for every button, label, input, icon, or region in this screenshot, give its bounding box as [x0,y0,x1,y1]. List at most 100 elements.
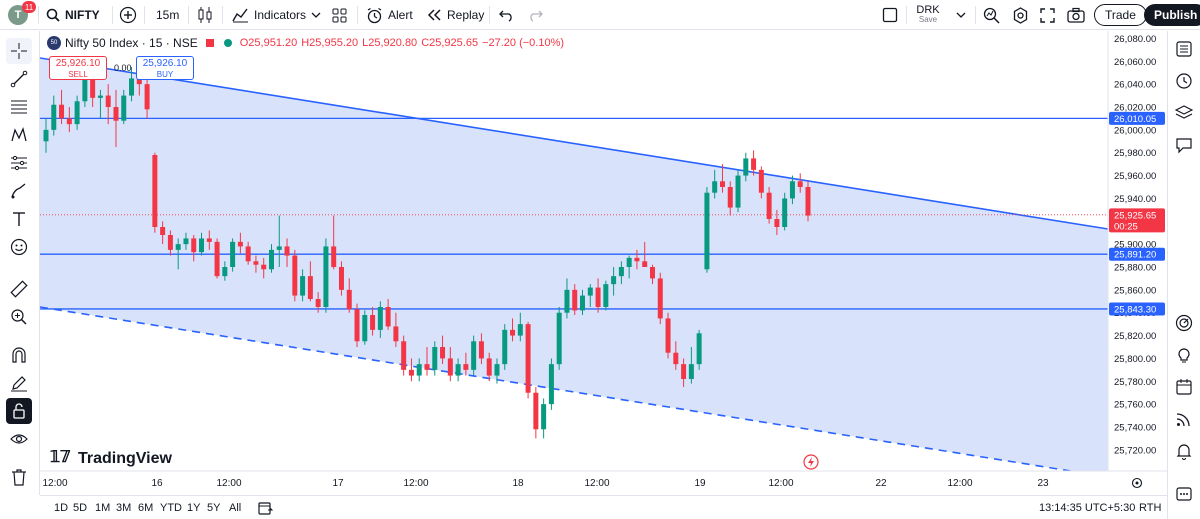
range-5y[interactable]: 5Y [207,502,221,514]
trade-button[interactable]: Trade [1094,4,1147,26]
screener-button[interactable] [1172,311,1196,335]
object-tree-button[interactable] [1172,101,1196,125]
range-1y[interactable]: 1Y [187,502,201,514]
candle-body [183,238,189,245]
candle [105,84,111,125]
replay-button[interactable]: Replay [427,0,484,30]
candle-body [502,329,508,365]
square-icon [882,7,898,23]
session-button[interactable]: RTH [1139,502,1162,514]
candle [323,238,329,313]
trend-line-lower[interactable] [40,306,1071,472]
news-button[interactable] [1172,407,1196,431]
remove-drawings-tool[interactable] [6,464,32,490]
candle-body [719,181,725,187]
range-1d[interactable]: 1D [54,502,69,514]
measure-tool[interactable] [6,276,32,302]
trend-channel[interactable] [40,57,1109,472]
alert-button[interactable]: Alert [366,0,413,30]
magnet-tool[interactable] [6,342,32,368]
range-all[interactable]: All [229,502,242,514]
time-axis[interactable] [40,471,1167,495]
alarm-clock-icon [367,7,382,23]
candle-body [688,364,694,379]
candle [517,312,523,342]
candle [245,241,251,265]
lightning-icon[interactable] [803,454,819,470]
fullscreen-button[interactable] [1040,0,1055,30]
emoji-tool[interactable] [6,234,32,260]
symbol-search[interactable]: NIFTY [46,0,100,30]
keep-drawing-tool[interactable] [6,370,32,396]
candle [712,169,718,199]
candle-body [642,261,648,267]
layout-name-button[interactable]: DRK Save [912,0,944,30]
layout-dropdown[interactable] [956,0,966,30]
range-ytd[interactable]: YTD [160,502,182,514]
bottom-toolbar: 1D 5D 1M 3M 6M YTD 1Y 5Y All 13:14:35 UTC+5:30 R… [40,495,1167,519]
chart-type-button[interactable] [197,0,213,30]
calendar-arrow-icon [258,502,274,515]
candle [548,358,554,410]
time-tick-label: 12:00 [768,478,793,489]
publish-button[interactable]: Publish [1144,4,1200,26]
notifications-button[interactable] [1172,439,1196,463]
pattern-tool[interactable] [6,122,32,148]
watchlist-button[interactable] [1172,37,1196,61]
brush-tool[interactable] [6,178,32,204]
hide-drawings-tool[interactable] [6,426,32,452]
sell-button[interactable]: 25,926.10 SELL [49,56,107,80]
candle-body [253,261,259,265]
trend-line-icon [10,70,28,88]
range-1m[interactable]: 1M [95,502,111,514]
trend-line-upper[interactable] [40,57,1109,230]
candle-body [517,324,523,336]
candle-body [97,95,103,98]
series-title[interactable]: Nifty 50 Index · 15 · NSE [65,36,198,50]
indicators-button[interactable]: Indicators [232,0,306,30]
forecast-icon [11,155,27,171]
alerts-panel-button[interactable] [1172,69,1196,93]
compare-symbol-button[interactable] [119,0,137,30]
interval-button[interactable]: 15m [156,0,179,30]
undo-button[interactable] [499,0,514,30]
help-button[interactable] [1172,483,1196,507]
trend-line-tool[interactable] [6,66,32,92]
indicators-dropdown[interactable] [311,0,321,30]
redo-button[interactable] [528,0,543,30]
lock-icon [13,403,25,419]
calendar-button[interactable] [1172,375,1196,399]
settings-button[interactable] [1012,0,1029,30]
clock-readout[interactable]: 13:14:35 UTC+5:30 [1039,502,1136,514]
ideas-button[interactable] [1172,343,1196,367]
templates-button[interactable] [332,0,347,30]
axis-settings-icon[interactable] [1131,477,1143,489]
price-tick-label: 25,880.00 [1114,263,1156,274]
gauge-icon [1175,314,1193,332]
text-tool[interactable] [6,206,32,232]
price-chart[interactable]: 26,080.0026,060.0026,040.0026,020.0026,0… [40,31,1167,495]
horizontal-lines-tool[interactable] [6,94,32,120]
candle [253,255,259,273]
candle-body [370,315,376,330]
lock-drawings-tool[interactable] [6,398,32,424]
snapshot-button[interactable] [1067,0,1085,30]
range-3m[interactable]: 3M [116,502,132,514]
chat-button[interactable] [1172,133,1196,157]
quick-search-button[interactable] [983,0,1000,30]
candle [152,152,158,233]
zoom-in-tool[interactable] [6,304,32,330]
candle [681,358,687,387]
candle-body [704,192,710,270]
forecast-tool[interactable] [6,150,32,176]
wifi-icon [1176,413,1190,427]
range-5d[interactable]: 5D [73,502,88,514]
price-axis[interactable] [1108,31,1167,495]
date-range-button[interactable] [258,496,274,519]
buy-button[interactable]: 25,926.10 BUY [136,56,194,80]
range-6m[interactable]: 6M [138,502,154,514]
candle [206,230,212,250]
time-tick-label: 18 [512,478,524,489]
fullscreen-toggle[interactable] [882,0,898,30]
crosshair-tool[interactable] [6,38,32,64]
